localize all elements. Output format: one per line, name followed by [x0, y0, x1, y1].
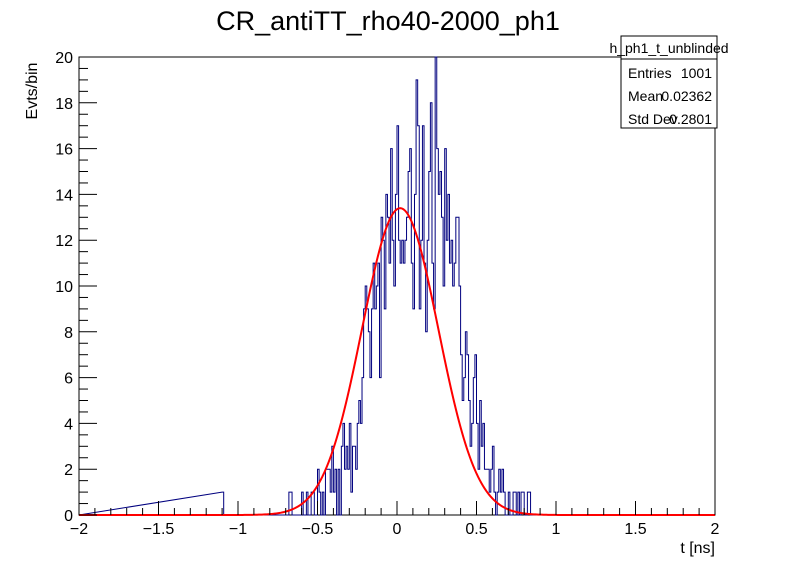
stats-mean-label: Mean	[628, 88, 663, 104]
fit-curve	[79, 208, 715, 515]
stats-stddev-value: 0.2801	[669, 111, 712, 127]
x-tick-label: −0.5	[302, 521, 334, 538]
y-tick-label: 8	[64, 325, 73, 342]
y-axis-label: Evts/bin	[24, 63, 41, 120]
x-tick-label: 0.5	[465, 521, 487, 538]
y-tick-label: 16	[55, 142, 73, 159]
x-axis-label: t [ns]	[680, 540, 715, 557]
stats-entries-value: 1001	[681, 65, 712, 81]
x-tick-label: 1	[552, 521, 561, 538]
stats-title: h_ph1_t_unblinded	[609, 40, 728, 56]
chart-title: CR_antiTT_rho40-2000_ph1	[216, 6, 560, 36]
y-tick-label: 0	[64, 508, 73, 525]
x-tick-label: −1.5	[143, 521, 175, 538]
y-tick-label: 6	[64, 371, 73, 388]
y-tick-label: 18	[55, 96, 73, 113]
x-tick-label: 1.5	[624, 521, 646, 538]
y-tick-label: 12	[55, 233, 73, 250]
y-tick-label: 4	[64, 416, 73, 433]
stats-mean-value: 0.02362	[661, 88, 712, 104]
y-tick-label: 20	[55, 50, 73, 67]
stats-box: h_ph1_t_unblinded Entries 1001 Mean 0.02…	[609, 36, 728, 128]
y-tick-label: 14	[55, 187, 73, 204]
x-tick-label: 2	[711, 521, 720, 538]
y-tick-label: 10	[55, 279, 73, 296]
y-tick-label: 2	[64, 462, 73, 479]
stats-entries-label: Entries	[628, 65, 672, 81]
histogram-chart: CR_antiTT_rho40-2000_ph1 −2−1.5−1−0.500.…	[0, 0, 796, 572]
histogram-series	[79, 57, 715, 515]
x-tick-label: 0	[393, 521, 402, 538]
x-tick-label: −1	[229, 521, 247, 538]
